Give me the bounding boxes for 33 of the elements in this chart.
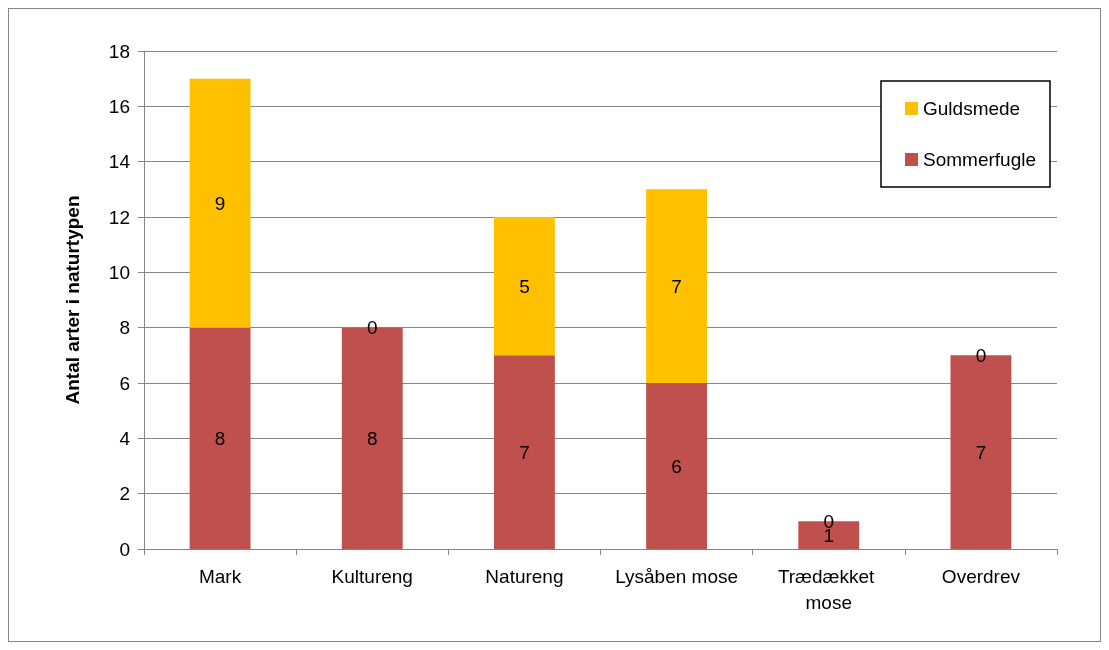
legend-label: Sommerfugle bbox=[923, 149, 1037, 170]
y-tick-label: 18 bbox=[108, 40, 130, 62]
y-tick-label: 6 bbox=[119, 372, 130, 394]
x-tick-label: Kultureng bbox=[331, 565, 413, 587]
x-tick-label: Trædækket mose bbox=[777, 565, 880, 613]
x-tick-label: Lysåben mose bbox=[615, 565, 739, 587]
bar bbox=[646, 189, 708, 383]
data-label: 5 bbox=[519, 275, 530, 297]
y-tick-label: 14 bbox=[108, 151, 131, 173]
y-tick-label: 16 bbox=[108, 95, 130, 117]
data-label: 7 bbox=[519, 441, 530, 463]
y-axis-title: Antal arter i naturtypen bbox=[62, 195, 83, 405]
bar bbox=[189, 327, 251, 549]
data-label: 7 bbox=[671, 275, 682, 297]
bar bbox=[493, 355, 555, 549]
bar bbox=[189, 78, 251, 328]
y-tick-label: 10 bbox=[108, 261, 130, 283]
y-tick-label: 12 bbox=[108, 206, 130, 228]
data-label: 9 bbox=[214, 192, 226, 214]
x-tick-label: Mark bbox=[198, 565, 242, 587]
y-tick-label: 0 bbox=[119, 538, 130, 560]
data-label: 7 bbox=[975, 441, 987, 463]
y-tick-label: 4 bbox=[119, 427, 131, 449]
y-tick-label: 2 bbox=[119, 483, 130, 505]
y-tick-label: 8 bbox=[119, 317, 130, 339]
legend-label: Guldsmede bbox=[923, 98, 1021, 119]
bar bbox=[493, 217, 555, 356]
data-label: 8 bbox=[214, 427, 226, 449]
data-label: 8 bbox=[366, 427, 378, 449]
x-tick-label: Natureng bbox=[485, 565, 564, 587]
data-label: 6 bbox=[671, 455, 682, 477]
x-tick-label: Overdrev bbox=[941, 565, 1021, 587]
bar bbox=[646, 383, 708, 549]
